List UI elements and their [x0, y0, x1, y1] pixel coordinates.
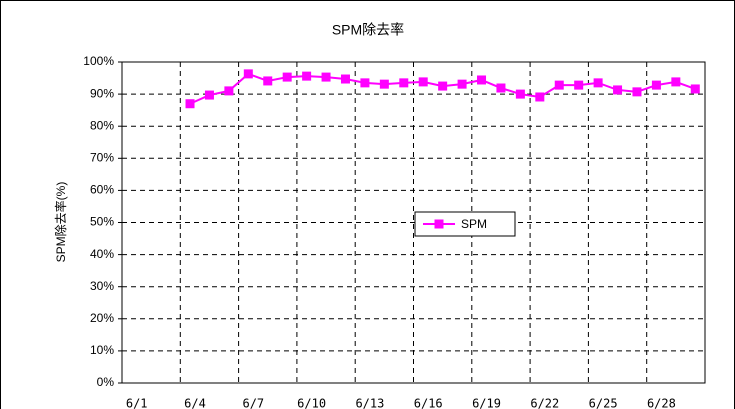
data-point	[263, 76, 273, 86]
data-point	[593, 78, 603, 88]
plot-border	[121, 61, 706, 384]
data-point	[282, 72, 292, 82]
y-tick-label: 40%	[90, 247, 114, 261]
x-tick-label: 6/16	[414, 397, 443, 409]
data-point	[321, 72, 331, 82]
data-point	[690, 84, 700, 94]
legend: SPM	[414, 211, 516, 237]
data-point	[204, 90, 214, 100]
y-tick-label: 20%	[90, 311, 114, 325]
data-point	[438, 81, 448, 91]
x-tick-label: 6/10	[297, 397, 326, 409]
data-point	[302, 71, 312, 81]
x-tick-label: 6/22	[530, 397, 559, 409]
x-tick-label: 6/25	[589, 397, 618, 409]
data-point	[613, 85, 623, 95]
x-tick-label: 6/19	[472, 397, 501, 409]
data-point	[379, 79, 389, 89]
x-tick-label: 6/1	[126, 397, 148, 409]
data-point	[457, 79, 467, 89]
data-point	[399, 78, 409, 88]
data-point	[477, 75, 487, 85]
legend-label: SPM	[461, 217, 487, 231]
y-tick-label: 30%	[90, 279, 114, 293]
data-point	[515, 89, 525, 99]
chart-title: SPM除去率	[332, 22, 404, 38]
x-tick-label: 6/4	[184, 397, 206, 409]
y-tick-label: 90%	[90, 86, 114, 100]
legend-marker	[434, 219, 444, 229]
data-point	[360, 78, 370, 88]
y-axis-label: SPM除去率(%)	[53, 182, 68, 263]
data-point	[574, 80, 584, 90]
x-tick-label: 6/28	[647, 397, 676, 409]
y-tick-label: 50%	[90, 215, 114, 229]
x-tick-label: 6/13	[355, 397, 384, 409]
y-tick-label: 80%	[90, 118, 114, 132]
data-point	[340, 74, 350, 84]
y-tick-label: 70%	[90, 150, 114, 164]
data-point	[632, 87, 642, 97]
x-tick-label: 6/7	[242, 397, 264, 409]
data-point	[496, 83, 506, 93]
data-point	[224, 86, 234, 96]
y-tick-label: 60%	[90, 183, 114, 197]
data-point	[243, 69, 253, 79]
y-tick-label: 10%	[90, 343, 114, 357]
data-point	[535, 92, 545, 102]
data-point	[651, 80, 661, 90]
data-point	[185, 99, 195, 109]
data-point	[671, 77, 681, 87]
data-point	[418, 77, 428, 87]
data-point	[554, 80, 564, 90]
y-tick-label: 100%	[83, 54, 114, 68]
y-tick-label: 0%	[97, 375, 115, 389]
